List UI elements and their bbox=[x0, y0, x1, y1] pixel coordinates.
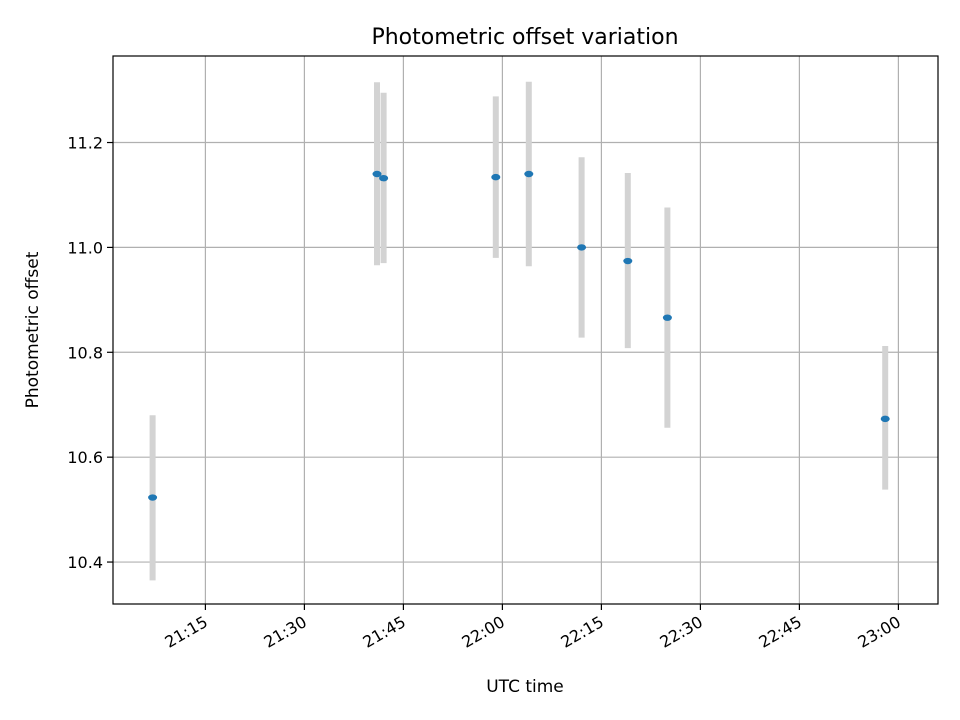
y-axis-label: Photometric offset bbox=[23, 251, 43, 408]
data-point bbox=[880, 415, 890, 423]
x-tick-label: 21:15 bbox=[162, 612, 211, 652]
y-tick-label: 11.0 bbox=[67, 238, 103, 257]
x-axis-label: UTC time bbox=[486, 677, 564, 697]
y-tick-label: 10.6 bbox=[67, 448, 103, 467]
x-tick-label: 22:30 bbox=[657, 612, 706, 652]
chart-title: Photometric offset variation bbox=[371, 25, 678, 50]
data-point bbox=[577, 244, 587, 251]
x-tick-label: 23:00 bbox=[855, 612, 904, 652]
x-tick-label: 22:00 bbox=[459, 612, 508, 652]
data-point bbox=[623, 257, 633, 265]
y-tick-label: 11.2 bbox=[67, 134, 103, 153]
data-point bbox=[491, 173, 501, 181]
y-axis: 10.4 10.6 10.8 11.0 11.2 bbox=[67, 134, 113, 572]
plot-frame bbox=[112, 55, 939, 605]
data-point bbox=[372, 170, 382, 178]
x-tick-label: 21:30 bbox=[261, 612, 310, 652]
x-tick-label: 22:45 bbox=[756, 612, 805, 652]
data-point bbox=[524, 170, 534, 178]
data-point bbox=[148, 494, 158, 501]
data-point bbox=[379, 174, 389, 182]
y-tick-label: 10.8 bbox=[67, 343, 103, 362]
error-bars bbox=[149, 81, 889, 581]
x-tick-label: 22:15 bbox=[558, 612, 607, 652]
y-tick-label: 10.4 bbox=[67, 553, 103, 572]
data-points bbox=[148, 170, 890, 501]
data-point bbox=[662, 314, 672, 321]
grid bbox=[113, 56, 938, 604]
x-axis: 21:15 21:30 21:45 22:00 22:15 22:30 22:45 23:00 bbox=[162, 604, 904, 652]
x-tick-label: 21:45 bbox=[360, 612, 409, 652]
